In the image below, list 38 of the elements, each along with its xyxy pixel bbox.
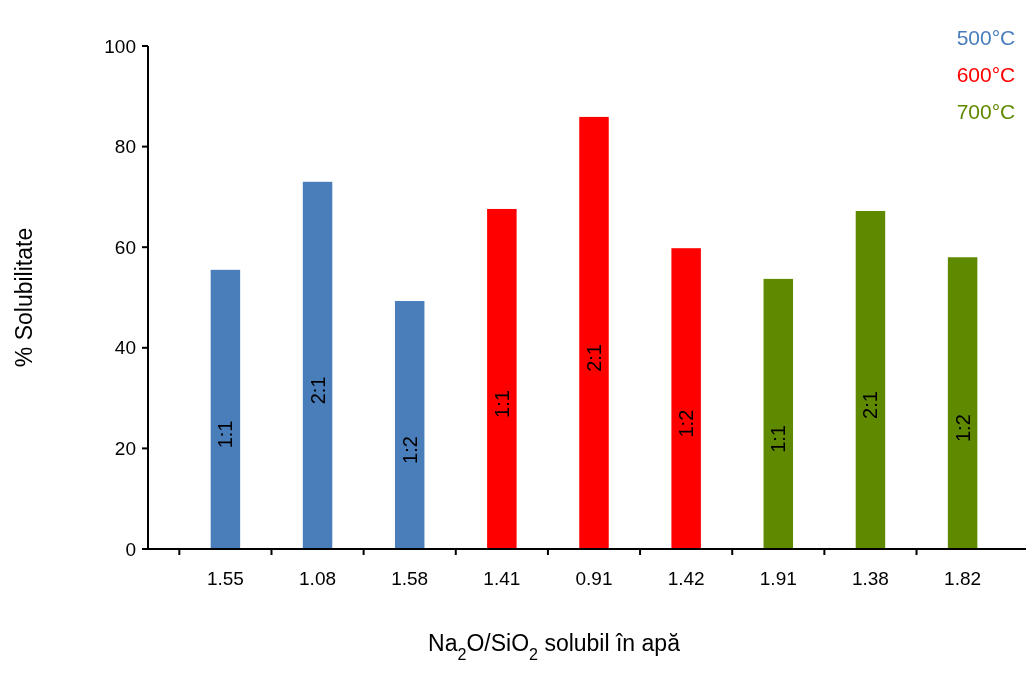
x-tick-label: 1.91 — [759, 568, 797, 589]
x-tick-label: 1.82 — [944, 568, 982, 589]
annotation: 2:1 — [859, 391, 882, 419]
bar — [579, 116, 609, 549]
y-tick-label: 0 — [125, 538, 136, 560]
bar — [947, 257, 978, 549]
y-tick-label: 60 — [114, 236, 136, 258]
y-tick-label: 40 — [114, 337, 136, 359]
x-tick-label: 1.08 — [299, 568, 337, 589]
bar — [394, 301, 425, 549]
x-tick-label: 0.91 — [575, 568, 613, 589]
annotation: 1:2 — [951, 414, 974, 443]
annotation: 1:2 — [675, 409, 698, 438]
bar — [671, 248, 701, 549]
x-tick-label: 1.55 — [206, 568, 244, 589]
bar — [487, 208, 517, 549]
bar — [855, 210, 886, 549]
annotation: 2:1 — [306, 376, 329, 405]
x-tick-label: 1.41 — [483, 568, 521, 589]
y-tick-label: 100 — [104, 35, 136, 57]
text: 700°C — [956, 100, 1016, 124]
y-axis-title: % Solubilitate — [11, 227, 37, 368]
annotation: 1:2 — [398, 436, 421, 464]
bar — [210, 269, 241, 549]
annotation: 2:1 — [583, 344, 605, 372]
text: 500°C — [956, 26, 1016, 50]
annotation: 1:1 — [767, 425, 790, 453]
bar — [302, 181, 333, 549]
text: 600°C — [956, 63, 1016, 87]
y-tick-label: 20 — [114, 438, 136, 460]
y-tick-label: 80 — [114, 136, 136, 158]
x-tick-label: 1.42 — [667, 568, 705, 589]
x-tick-label: 1.38 — [851, 568, 889, 589]
bar — [763, 278, 794, 549]
x-axis-title: Na$_{2}$O/SiO$_{2}$ solubil în apă — [428, 630, 681, 663]
annotation: 1:1 — [490, 390, 513, 418]
x-tick-label: 1.58 — [391, 568, 429, 589]
annotation: 1:1 — [214, 420, 237, 449]
